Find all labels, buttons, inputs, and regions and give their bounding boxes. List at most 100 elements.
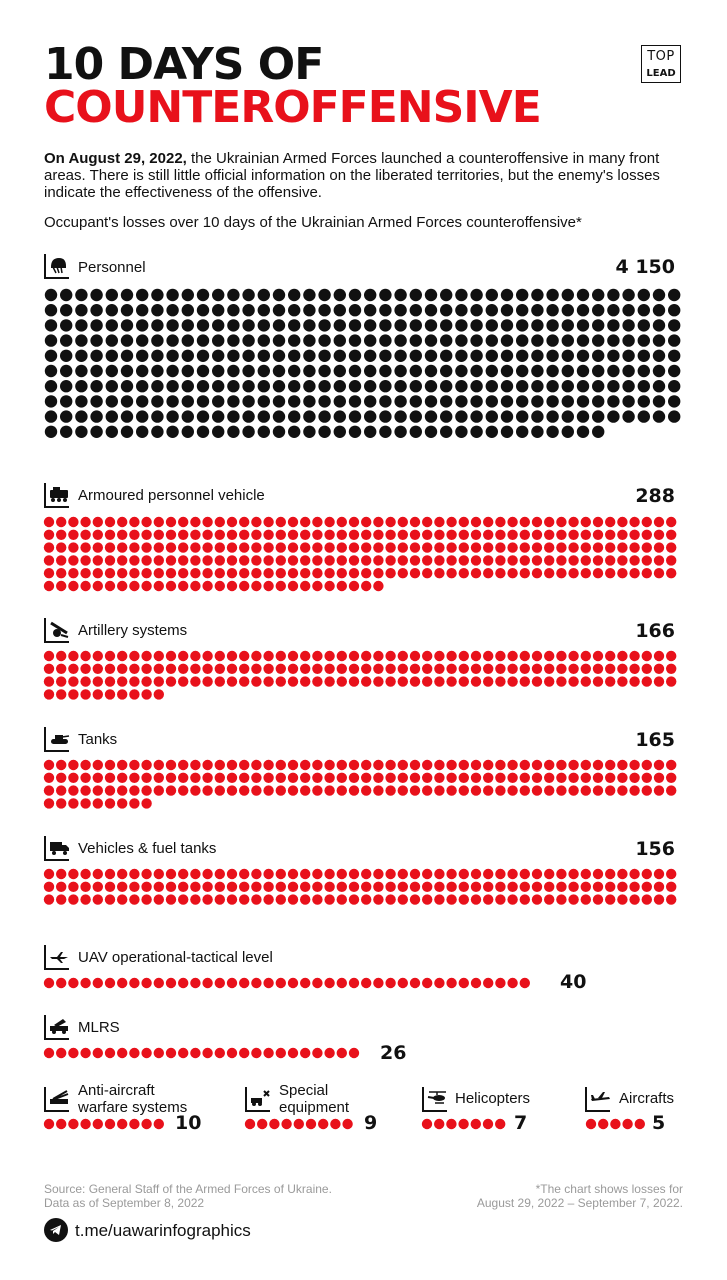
artillery-dot [117, 663, 128, 674]
artillery-dot [507, 676, 518, 687]
personnel-dot [424, 395, 438, 408]
artillery-dot [373, 676, 384, 687]
apv-dot [434, 568, 445, 579]
apv-dot [568, 516, 579, 528]
personnel-dot [394, 364, 407, 378]
vehicles-dot [483, 868, 494, 880]
vehicles-dot [544, 881, 555, 892]
special-dot [257, 1118, 268, 1130]
tanks-dot [409, 759, 421, 771]
mlrs-dot [251, 1047, 262, 1059]
artillery-dot [312, 663, 323, 674]
telegram-link[interactable]: t.me/uawarinfographics [75, 1221, 251, 1240]
personnel-dot [668, 304, 681, 317]
personnel-dot [303, 334, 316, 347]
mlrs-dot [190, 1047, 201, 1059]
vehicles-dot [531, 894, 543, 905]
personnel-dot [561, 380, 574, 393]
tanks-dot [300, 785, 311, 796]
tanks-dot [617, 772, 628, 783]
apv-dot [178, 568, 189, 579]
personnel-dot [500, 288, 514, 302]
vehicles-dot [287, 881, 299, 892]
apv-dot [385, 516, 396, 528]
personnel-dot [531, 395, 544, 408]
artillery-dot [43, 663, 55, 674]
personnel-dot [394, 334, 407, 347]
tanks-dot [141, 772, 152, 783]
apv-dot [373, 529, 384, 540]
mlrs-dot [141, 1047, 152, 1059]
artillery-dot [495, 663, 506, 674]
vehicles-dot [422, 894, 433, 905]
apv-dot [165, 516, 177, 528]
vehicles-dot [153, 881, 164, 892]
artillery-dot [153, 650, 164, 662]
helicopters-value: 7 [514, 1112, 528, 1134]
tanks-dot [544, 785, 555, 796]
artillery-dot [251, 676, 262, 687]
vehicles-dot [43, 868, 55, 880]
personnel-dot [576, 380, 590, 393]
personnel-dot [151, 364, 164, 378]
personnel-dot [120, 410, 134, 423]
personnel-dot [166, 349, 179, 362]
personnel-dot [242, 288, 255, 302]
vehicles-dot [104, 868, 116, 880]
apv-dot [153, 516, 164, 528]
personnel-dot [272, 288, 286, 302]
air-dot [598, 1118, 609, 1130]
uav-dot [141, 977, 152, 989]
apv-dot [617, 568, 628, 579]
personnel-dot [607, 349, 620, 362]
apv-dot [397, 516, 408, 528]
apv-dot [190, 580, 201, 592]
personnel-dot [592, 395, 605, 408]
apv-dot [483, 568, 494, 579]
artillery-dot [300, 663, 311, 674]
title-line-1: 10 DAYS OF [44, 39, 324, 90]
personnel-dot [333, 319, 346, 332]
uav-dot [409, 977, 421, 989]
personnel-dot [120, 380, 134, 393]
air-dot [585, 1118, 597, 1130]
personnel-dot [409, 334, 422, 347]
mlrs-value: 26 [380, 1042, 407, 1064]
vehicles-dot [592, 881, 604, 892]
personnel-dot [455, 395, 468, 408]
artillery-dot [80, 663, 91, 674]
apv-dot [568, 568, 579, 579]
artillery-dot [422, 663, 433, 674]
vehicles-dot [617, 894, 628, 905]
vehicles-dot [300, 868, 311, 880]
vehicles-dot [312, 894, 323, 905]
personnel-dot [546, 425, 559, 438]
apv-dot [141, 529, 152, 540]
personnel-dot [455, 410, 468, 423]
apv-dot [336, 580, 347, 592]
vehicles-dot [263, 868, 274, 880]
tanks-dot [178, 772, 189, 783]
special-dot [244, 1118, 256, 1130]
personnel-dot [120, 364, 134, 378]
vehicles-dot [214, 894, 225, 905]
personnel-dot [44, 425, 58, 438]
vehicles-dot [226, 868, 238, 880]
personnel-dot [485, 288, 498, 302]
personnel-dot [303, 288, 316, 302]
artillery-dot [531, 676, 543, 687]
personnel-dot [318, 334, 331, 347]
vehicles-dot [629, 894, 640, 905]
apv-dot [531, 568, 543, 579]
personnel-dot [622, 380, 635, 393]
mlrs-dot [92, 1047, 104, 1059]
tanks-dot [422, 759, 433, 771]
artillery-dot [92, 676, 104, 687]
personnel-dot [364, 288, 377, 302]
personnel-dot [531, 410, 544, 423]
personnel-dot [561, 319, 574, 332]
uav-dot [397, 977, 408, 989]
artillery-dot [385, 650, 396, 662]
personnel-dot [592, 288, 605, 302]
apv-dot [287, 516, 299, 528]
